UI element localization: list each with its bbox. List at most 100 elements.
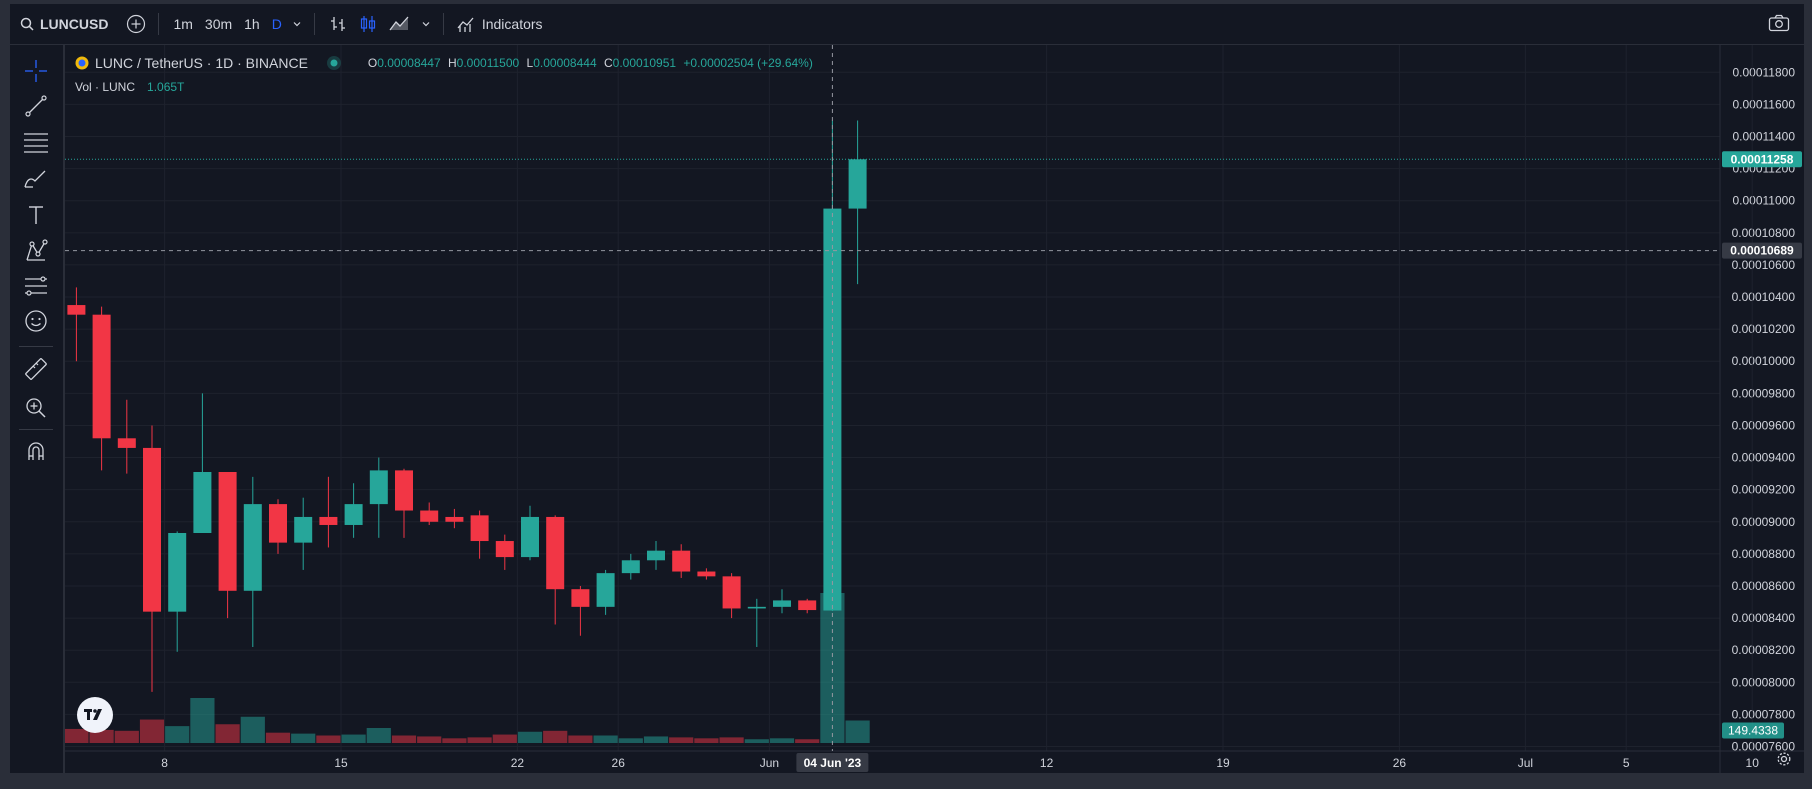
- last-price-label: 0.00011258: [1731, 152, 1794, 166]
- y-tick-label: 0.00009600: [1732, 418, 1796, 432]
- drawing-toolbar: [10, 45, 64, 773]
- pattern-tool[interactable]: [23, 238, 49, 264]
- volume-bar: [240, 716, 265, 743]
- volume-bar: [89, 729, 114, 743]
- volume-bar: [442, 738, 467, 743]
- indicators-button[interactable]: Indicators: [452, 4, 547, 44]
- x-tick-label: Jun: [760, 756, 779, 770]
- x-tick-label: Jul: [1518, 756, 1533, 770]
- zoom-in-icon: [26, 398, 46, 418]
- y-tick-label: 0.00007600: [1732, 740, 1796, 754]
- candle-body: [621, 560, 640, 574]
- market-status-icon: [326, 56, 341, 70]
- bars-icon: [330, 17, 345, 31]
- measure-tool[interactable]: [23, 356, 49, 382]
- x-tick-label: 22: [511, 756, 525, 770]
- y-tick-label: 0.00010600: [1732, 258, 1796, 272]
- volume-bar: [190, 698, 215, 743]
- change-value: +0.00002504 (+29.64%): [683, 56, 813, 70]
- volume-bar: [795, 739, 820, 743]
- tool-divider: [19, 346, 53, 347]
- candle-body: [697, 571, 716, 577]
- y-tick-label: 0.00010800: [1732, 226, 1796, 240]
- y-tick-label: 0.00010000: [1732, 354, 1796, 368]
- zoom-tool[interactable]: [23, 395, 49, 421]
- tool-divider: [19, 429, 53, 430]
- volume-bar: [669, 737, 694, 743]
- chart-pane[interactable]: 0.00011800 0.00011600 0.00011400 0.00011200…: [65, 45, 1804, 773]
- y-tick-label: 0.00008200: [1732, 643, 1796, 657]
- candle-body: [848, 159, 867, 209]
- volume-bar: [114, 730, 139, 743]
- high-label: H: [448, 56, 457, 70]
- volume-bar: [467, 737, 492, 743]
- crosshair-tool[interactable]: [23, 58, 49, 84]
- crosshair-date-label: 04 Jun '23: [804, 756, 862, 770]
- horizontal-lines-icon: [24, 133, 48, 153]
- tradingview-logo-icon: [84, 709, 102, 720]
- candle-body: [369, 470, 388, 505]
- interval-dropdown[interactable]: [288, 4, 306, 44]
- chevron-down-icon: [422, 22, 430, 27]
- y-tick-label: 0.00011600: [1732, 97, 1795, 111]
- volume-bar: [316, 735, 341, 743]
- chart-type-dropdown[interactable]: [417, 4, 435, 44]
- bars-style-button[interactable]: [323, 4, 353, 44]
- magnet-tool[interactable]: [23, 438, 49, 464]
- candle-body: [193, 472, 212, 534]
- trend-line-tool[interactable]: [23, 93, 49, 119]
- candle-body: [319, 516, 338, 525]
- low-value: 0.00008444: [533, 56, 597, 70]
- icons-tool[interactable]: [23, 308, 49, 334]
- toolbar-divider: [313, 13, 315, 35]
- price-chart[interactable]: 0.000118000.000116000.000114000.00011200…: [65, 45, 1804, 773]
- top-toolbar: LUNCUSD 1m 30m 1h D Indicators: [10, 4, 1804, 45]
- compare-button[interactable]: [126, 4, 146, 44]
- brush-tool[interactable]: [23, 166, 49, 192]
- candle-body: [647, 550, 665, 561]
- interval-d[interactable]: D: [271, 16, 282, 32]
- candle-body: [521, 516, 539, 558]
- text-tool[interactable]: [23, 202, 49, 228]
- candles-icon: [360, 16, 375, 32]
- y-tick-label: 0.00009200: [1732, 483, 1796, 497]
- coin-logo-icon: [75, 56, 89, 70]
- fib-tool[interactable]: [23, 129, 49, 155]
- volume-bar: [291, 733, 316, 743]
- interval-1m[interactable]: 1m: [173, 16, 193, 32]
- area-style-button[interactable]: [383, 4, 417, 44]
- interval-30m[interactable]: 30m: [204, 16, 233, 32]
- interval-1h[interactable]: 1h: [244, 16, 260, 32]
- volume-bar: [65, 728, 89, 743]
- symbol-search[interactable]: LUNCUSD: [20, 4, 108, 44]
- volume-bar: [694, 738, 719, 743]
- tradingview-logo[interactable]: [77, 697, 113, 733]
- chart-settings-button[interactable]: [1776, 751, 1792, 772]
- y-tick-label: 0.00009400: [1732, 451, 1796, 465]
- screenshot-button[interactable]: [1768, 14, 1790, 32]
- volume-bar: [769, 738, 795, 743]
- ruler-icon: [25, 358, 47, 380]
- brush-icon: [24, 170, 46, 188]
- forecast-tool[interactable]: [23, 273, 49, 299]
- volume-value: 1.065T: [147, 80, 185, 94]
- volume-bar: [341, 734, 366, 743]
- y-tick-label: 0.00009800: [1732, 386, 1796, 400]
- candle-body: [747, 606, 766, 609]
- y-tick-label: 0.00008600: [1732, 579, 1796, 593]
- open-label: O: [367, 56, 378, 70]
- candle-body: [143, 447, 161, 612]
- last-price-badge: [1722, 151, 1802, 168]
- candle-body: [92, 314, 111, 439]
- x-tick-label: 8: [161, 756, 168, 770]
- x-tick-label: 10: [1746, 756, 1760, 770]
- candles-style-button[interactable]: [353, 4, 383, 44]
- candle-body: [117, 438, 136, 448]
- indicators-label: Indicators: [481, 16, 543, 32]
- y-tick-label: 0.00008000: [1732, 675, 1796, 689]
- ohlc-values: O0.00008447 H0.00011500 L0.00008444 C0.0…: [368, 56, 813, 70]
- volume-bar: [719, 737, 744, 743]
- close-value: 0.00010951: [612, 56, 677, 70]
- x-tick-label: 19: [1216, 756, 1230, 770]
- volume-badge: [1722, 722, 1784, 739]
